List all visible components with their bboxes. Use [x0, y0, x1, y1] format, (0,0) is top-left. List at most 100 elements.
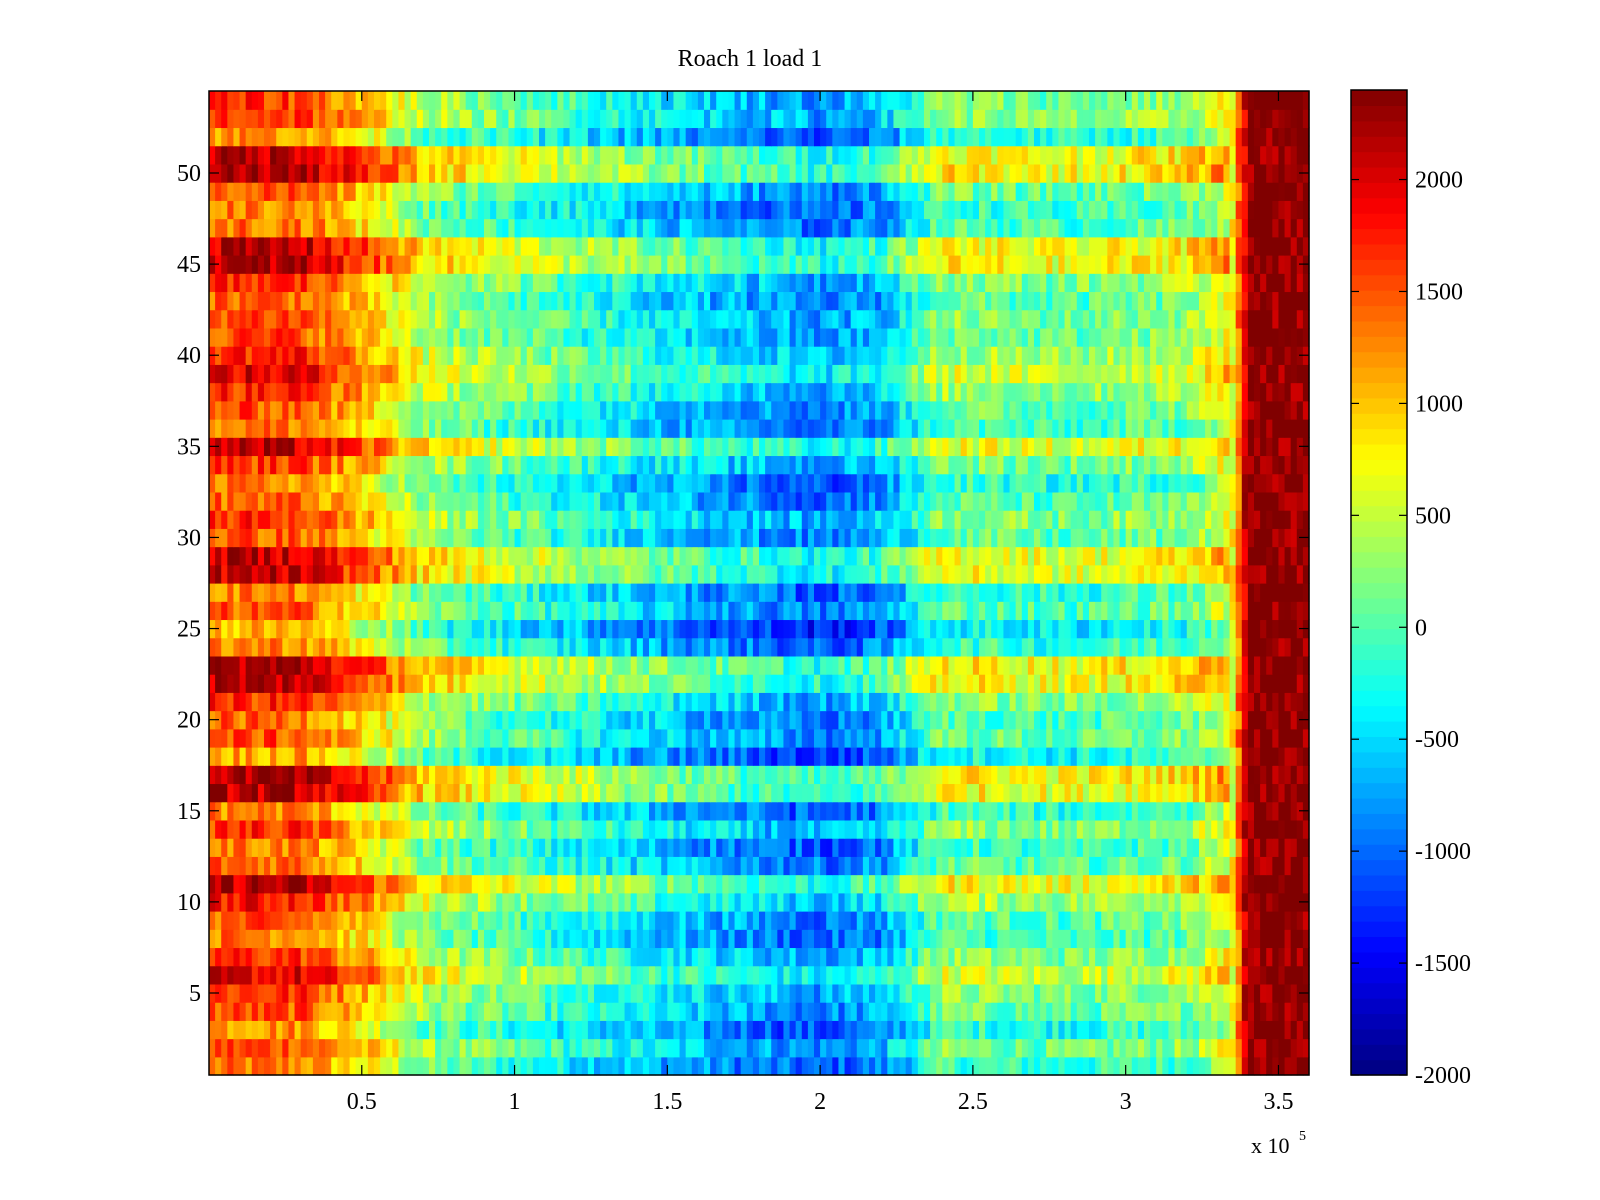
- heatmap-cell: [1070, 874, 1078, 894]
- heatmap-cell: [875, 801, 882, 821]
- heatmap-cell: [581, 838, 589, 857]
- heatmap-cell: [331, 637, 338, 657]
- heatmap-cell: [960, 783, 968, 803]
- heatmap-cell: [575, 783, 583, 803]
- heatmap-cell: [270, 728, 277, 748]
- heatmap-cell: [899, 601, 907, 621]
- heatmap-cell: [844, 892, 852, 912]
- heatmap-cell: [942, 929, 950, 949]
- heatmap-cell: [960, 1002, 968, 1021]
- heatmap-cell: [398, 1038, 406, 1058]
- heatmap-cell: [422, 765, 430, 785]
- heatmap-cell: [734, 983, 742, 1003]
- heatmap-cell: [545, 929, 552, 949]
- heatmap-cell: [673, 674, 681, 693]
- heatmap-cell: [1131, 819, 1139, 839]
- heatmap-cell: [551, 874, 558, 894]
- heatmap-cell: [374, 655, 381, 675]
- heatmap-cell: [1009, 765, 1017, 785]
- heatmap-cell: [862, 874, 870, 894]
- heatmap-cell: [587, 929, 595, 949]
- heatmap-cell: [612, 692, 620, 712]
- heatmap-cell: [881, 838, 888, 857]
- heatmap-cell: [575, 947, 583, 967]
- heatmap-cell: [1076, 838, 1084, 857]
- heatmap-cell: [1278, 619, 1286, 639]
- heatmap-cell: [477, 765, 485, 785]
- heatmap-cell: [1119, 856, 1127, 876]
- heatmap-cell: [367, 619, 375, 639]
- heatmap-cell: [514, 929, 522, 949]
- heatmap-cell: [734, 1038, 742, 1058]
- heatmap-cell: [581, 637, 589, 657]
- heatmap-cell: [526, 765, 534, 785]
- heatmap-cell: [374, 929, 381, 949]
- heatmap-cell: [221, 692, 228, 712]
- heatmap-cell: [948, 564, 956, 584]
- heatmap-cell: [245, 911, 253, 930]
- heatmap-cell: [960, 1056, 968, 1076]
- heatmap-cell: [1211, 819, 1218, 839]
- heatmap-cell: [765, 856, 772, 876]
- heatmap-cell: [905, 838, 913, 857]
- heatmap-cell: [1070, 892, 1078, 912]
- heatmap-cell: [917, 929, 925, 949]
- heatmap-cell: [563, 601, 571, 621]
- heatmap-cell: [380, 601, 387, 621]
- heatmap-cell: [606, 838, 613, 857]
- heatmap-cell: [1052, 619, 1060, 639]
- heatmap-cell: [661, 892, 668, 912]
- heatmap-cell: [471, 728, 479, 748]
- heatmap-cell: [826, 983, 833, 1003]
- heatmap-cell: [1266, 583, 1273, 602]
- heatmap-cell: [826, 965, 833, 985]
- heatmap-cell: [1119, 965, 1127, 985]
- heatmap-cell: [471, 747, 479, 766]
- heatmap-cell: [361, 911, 369, 930]
- heatmap-cell: [887, 801, 895, 821]
- heatmap-cell: [1168, 819, 1176, 839]
- heatmap-cell: [618, 655, 626, 675]
- heatmap-cell: [465, 637, 473, 657]
- heatmap-cell: [245, 710, 253, 730]
- heatmap-cell: [349, 655, 357, 675]
- heatmap-cell: [618, 929, 626, 949]
- heatmap-cell: [1137, 983, 1145, 1003]
- heatmap-cell: [490, 564, 497, 584]
- heatmap-cell: [1046, 874, 1053, 894]
- heatmap-cell: [814, 747, 821, 766]
- heatmap-cell: [783, 892, 791, 912]
- heatmap-cell: [649, 655, 656, 675]
- heatmap-cell: [1180, 619, 1188, 639]
- heatmap-cell: [972, 692, 980, 712]
- heatmap-cell: [1235, 637, 1243, 657]
- heatmap-cell: [924, 765, 931, 785]
- heatmap-cell: [1095, 601, 1102, 621]
- heatmap-cell: [1137, 856, 1145, 876]
- heatmap-cell: [752, 710, 760, 730]
- heatmap-cell: [453, 929, 461, 949]
- heatmap-cell: [624, 856, 632, 876]
- heatmap-cell: [1113, 1056, 1121, 1076]
- heatmap-cell: [587, 1056, 595, 1076]
- heatmap-cell: [655, 1020, 662, 1040]
- heatmap-cell: [1027, 619, 1035, 639]
- heatmap-cell: [649, 1038, 656, 1058]
- heatmap-cell: [1113, 1020, 1121, 1040]
- heatmap-cell: [508, 965, 516, 985]
- heatmap-cell: [887, 947, 895, 967]
- heatmap-cell: [1223, 983, 1231, 1003]
- heatmap-cell: [777, 838, 785, 857]
- heatmap-cell: [850, 1038, 858, 1058]
- heatmap-cell: [508, 655, 516, 675]
- heatmap-cell: [1260, 1038, 1267, 1058]
- heatmap-cell: [441, 674, 448, 693]
- heatmap-cell: [1254, 856, 1261, 876]
- heatmap-cell: [1168, 692, 1176, 712]
- heatmap-cell: [1119, 801, 1127, 821]
- heatmap-cell: [765, 983, 772, 1003]
- heatmap-cell: [655, 674, 662, 693]
- heatmap-cell: [1290, 655, 1298, 675]
- heatmap-cell: [1107, 710, 1115, 730]
- heatmap-cell: [734, 856, 742, 876]
